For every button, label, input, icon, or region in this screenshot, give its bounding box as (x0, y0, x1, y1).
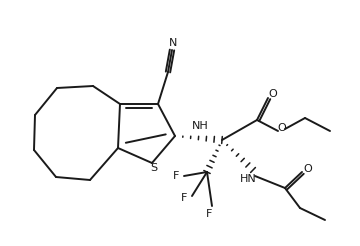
Text: F: F (181, 193, 187, 203)
Text: F: F (206, 209, 212, 219)
Text: HN: HN (240, 174, 256, 184)
Text: O: O (269, 89, 277, 99)
Text: F: F (173, 171, 179, 181)
Text: S: S (150, 163, 158, 173)
Text: N: N (169, 38, 177, 48)
Text: O: O (278, 123, 286, 133)
Text: NH: NH (192, 121, 208, 131)
Text: O: O (303, 164, 312, 174)
